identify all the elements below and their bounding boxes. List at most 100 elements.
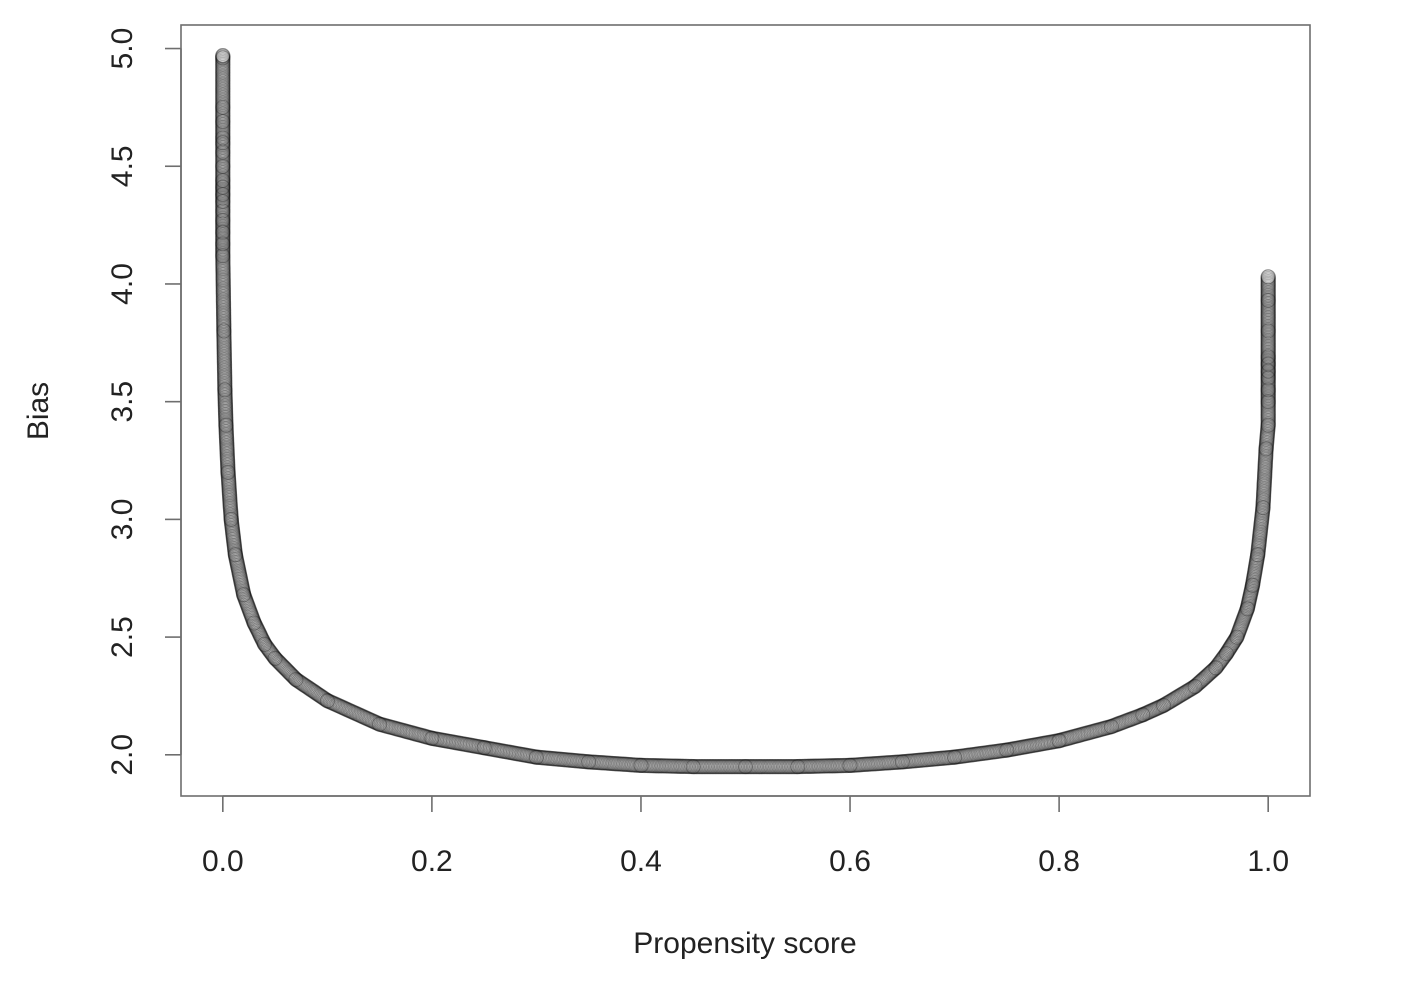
- data-point: [282, 666, 299, 682]
- data-point: [983, 744, 999, 760]
- data-point: [1253, 512, 1270, 528]
- data-point: [1259, 433, 1275, 449]
- data-point: [741, 758, 757, 775]
- data-point: [367, 714, 383, 730]
- data-point: [215, 178, 231, 194]
- data-point: [290, 673, 307, 689]
- y-axis-title: Bias: [22, 382, 55, 440]
- data-point: [1260, 386, 1276, 402]
- data-point: [779, 758, 795, 775]
- data-point: [441, 733, 457, 750]
- data-point: [615, 756, 632, 772]
- data-point: [286, 669, 302, 685]
- data-point: [1089, 722, 1106, 738]
- data-point: [527, 749, 543, 765]
- data-point: [1063, 729, 1080, 746]
- data-point: [216, 361, 233, 377]
- data-point: [294, 676, 311, 692]
- data-point: [229, 556, 245, 572]
- data-point: [989, 743, 1005, 760]
- data-point: [633, 757, 649, 774]
- data-point: [977, 745, 993, 761]
- data-point: [215, 56, 231, 72]
- data-point: [959, 747, 975, 764]
- data-point: [693, 758, 709, 775]
- data-point: [1126, 710, 1142, 726]
- data-point: [216, 356, 233, 373]
- data-point: [1254, 510, 1270, 527]
- y-tick-label: 3.5: [106, 381, 139, 423]
- data-point: [1197, 669, 1214, 685]
- y-tick-label: 3.0: [106, 499, 139, 541]
- data-point: [1033, 736, 1049, 752]
- data-point: [215, 58, 231, 74]
- data-point: [226, 540, 243, 557]
- data-point: [1260, 298, 1276, 315]
- data-point: [585, 754, 602, 770]
- data-point: [331, 698, 347, 714]
- data-point: [1185, 679, 1202, 695]
- data-point: [247, 616, 263, 633]
- data-point: [1233, 617, 1249, 633]
- data-point: [217, 371, 233, 387]
- data-point: [369, 715, 385, 731]
- data-point: [1241, 593, 1257, 610]
- data-point: [224, 516, 240, 532]
- data-point: [314, 689, 330, 705]
- data-point: [1260, 320, 1276, 336]
- data-point: [1245, 573, 1261, 589]
- data-point: [1088, 723, 1104, 739]
- data-point: [223, 503, 239, 520]
- data-point: [219, 437, 235, 454]
- data-point: [1212, 654, 1228, 671]
- data-point: [562, 752, 578, 768]
- data-point: [824, 758, 841, 774]
- data-point: [221, 474, 237, 490]
- data-point: [215, 276, 231, 292]
- data-point: [1216, 648, 1233, 664]
- data-point: [1225, 634, 1242, 650]
- data-point: [956, 748, 972, 764]
- data-point: [722, 758, 738, 775]
- data-point: [227, 545, 243, 561]
- data-point: [628, 757, 644, 773]
- data-point: [1260, 295, 1276, 312]
- data-point: [1254, 503, 1271, 519]
- data-point: [227, 542, 243, 558]
- data-point: [232, 571, 249, 587]
- data-point: [1260, 337, 1276, 353]
- data-point: [428, 731, 445, 747]
- data-point: [1255, 496, 1271, 513]
- data-point: [842, 757, 858, 774]
- data-point: [220, 456, 236, 473]
- data-point: [1153, 698, 1169, 715]
- data-point: [1258, 444, 1274, 460]
- data-point: [363, 712, 379, 728]
- data-point: [215, 189, 231, 205]
- data-point: [783, 758, 800, 775]
- data-point: [793, 758, 809, 775]
- data-point: [899, 753, 915, 770]
- data-point: [218, 408, 234, 424]
- data-point: [592, 754, 608, 771]
- data-point: [1260, 382, 1276, 398]
- data-point: [584, 754, 600, 770]
- data-point: [1260, 270, 1276, 287]
- data-point: [215, 209, 231, 225]
- data-point: [1112, 715, 1128, 731]
- data-point: [296, 677, 312, 693]
- data-point: [1257, 458, 1273, 474]
- data-point: [217, 402, 234, 418]
- data-point: [1247, 560, 1264, 577]
- data-point: [422, 730, 439, 746]
- data-point: [1005, 741, 1021, 757]
- x-axis-title: Propensity score: [633, 927, 856, 960]
- data-point: [218, 420, 234, 437]
- data-point: [1129, 709, 1145, 725]
- data-point: [1251, 534, 1267, 550]
- data-point: [546, 751, 562, 767]
- data-point: [216, 350, 232, 366]
- x-tick-label: 0.4: [620, 845, 662, 878]
- data-point: [1247, 559, 1264, 575]
- data-point: [502, 744, 518, 761]
